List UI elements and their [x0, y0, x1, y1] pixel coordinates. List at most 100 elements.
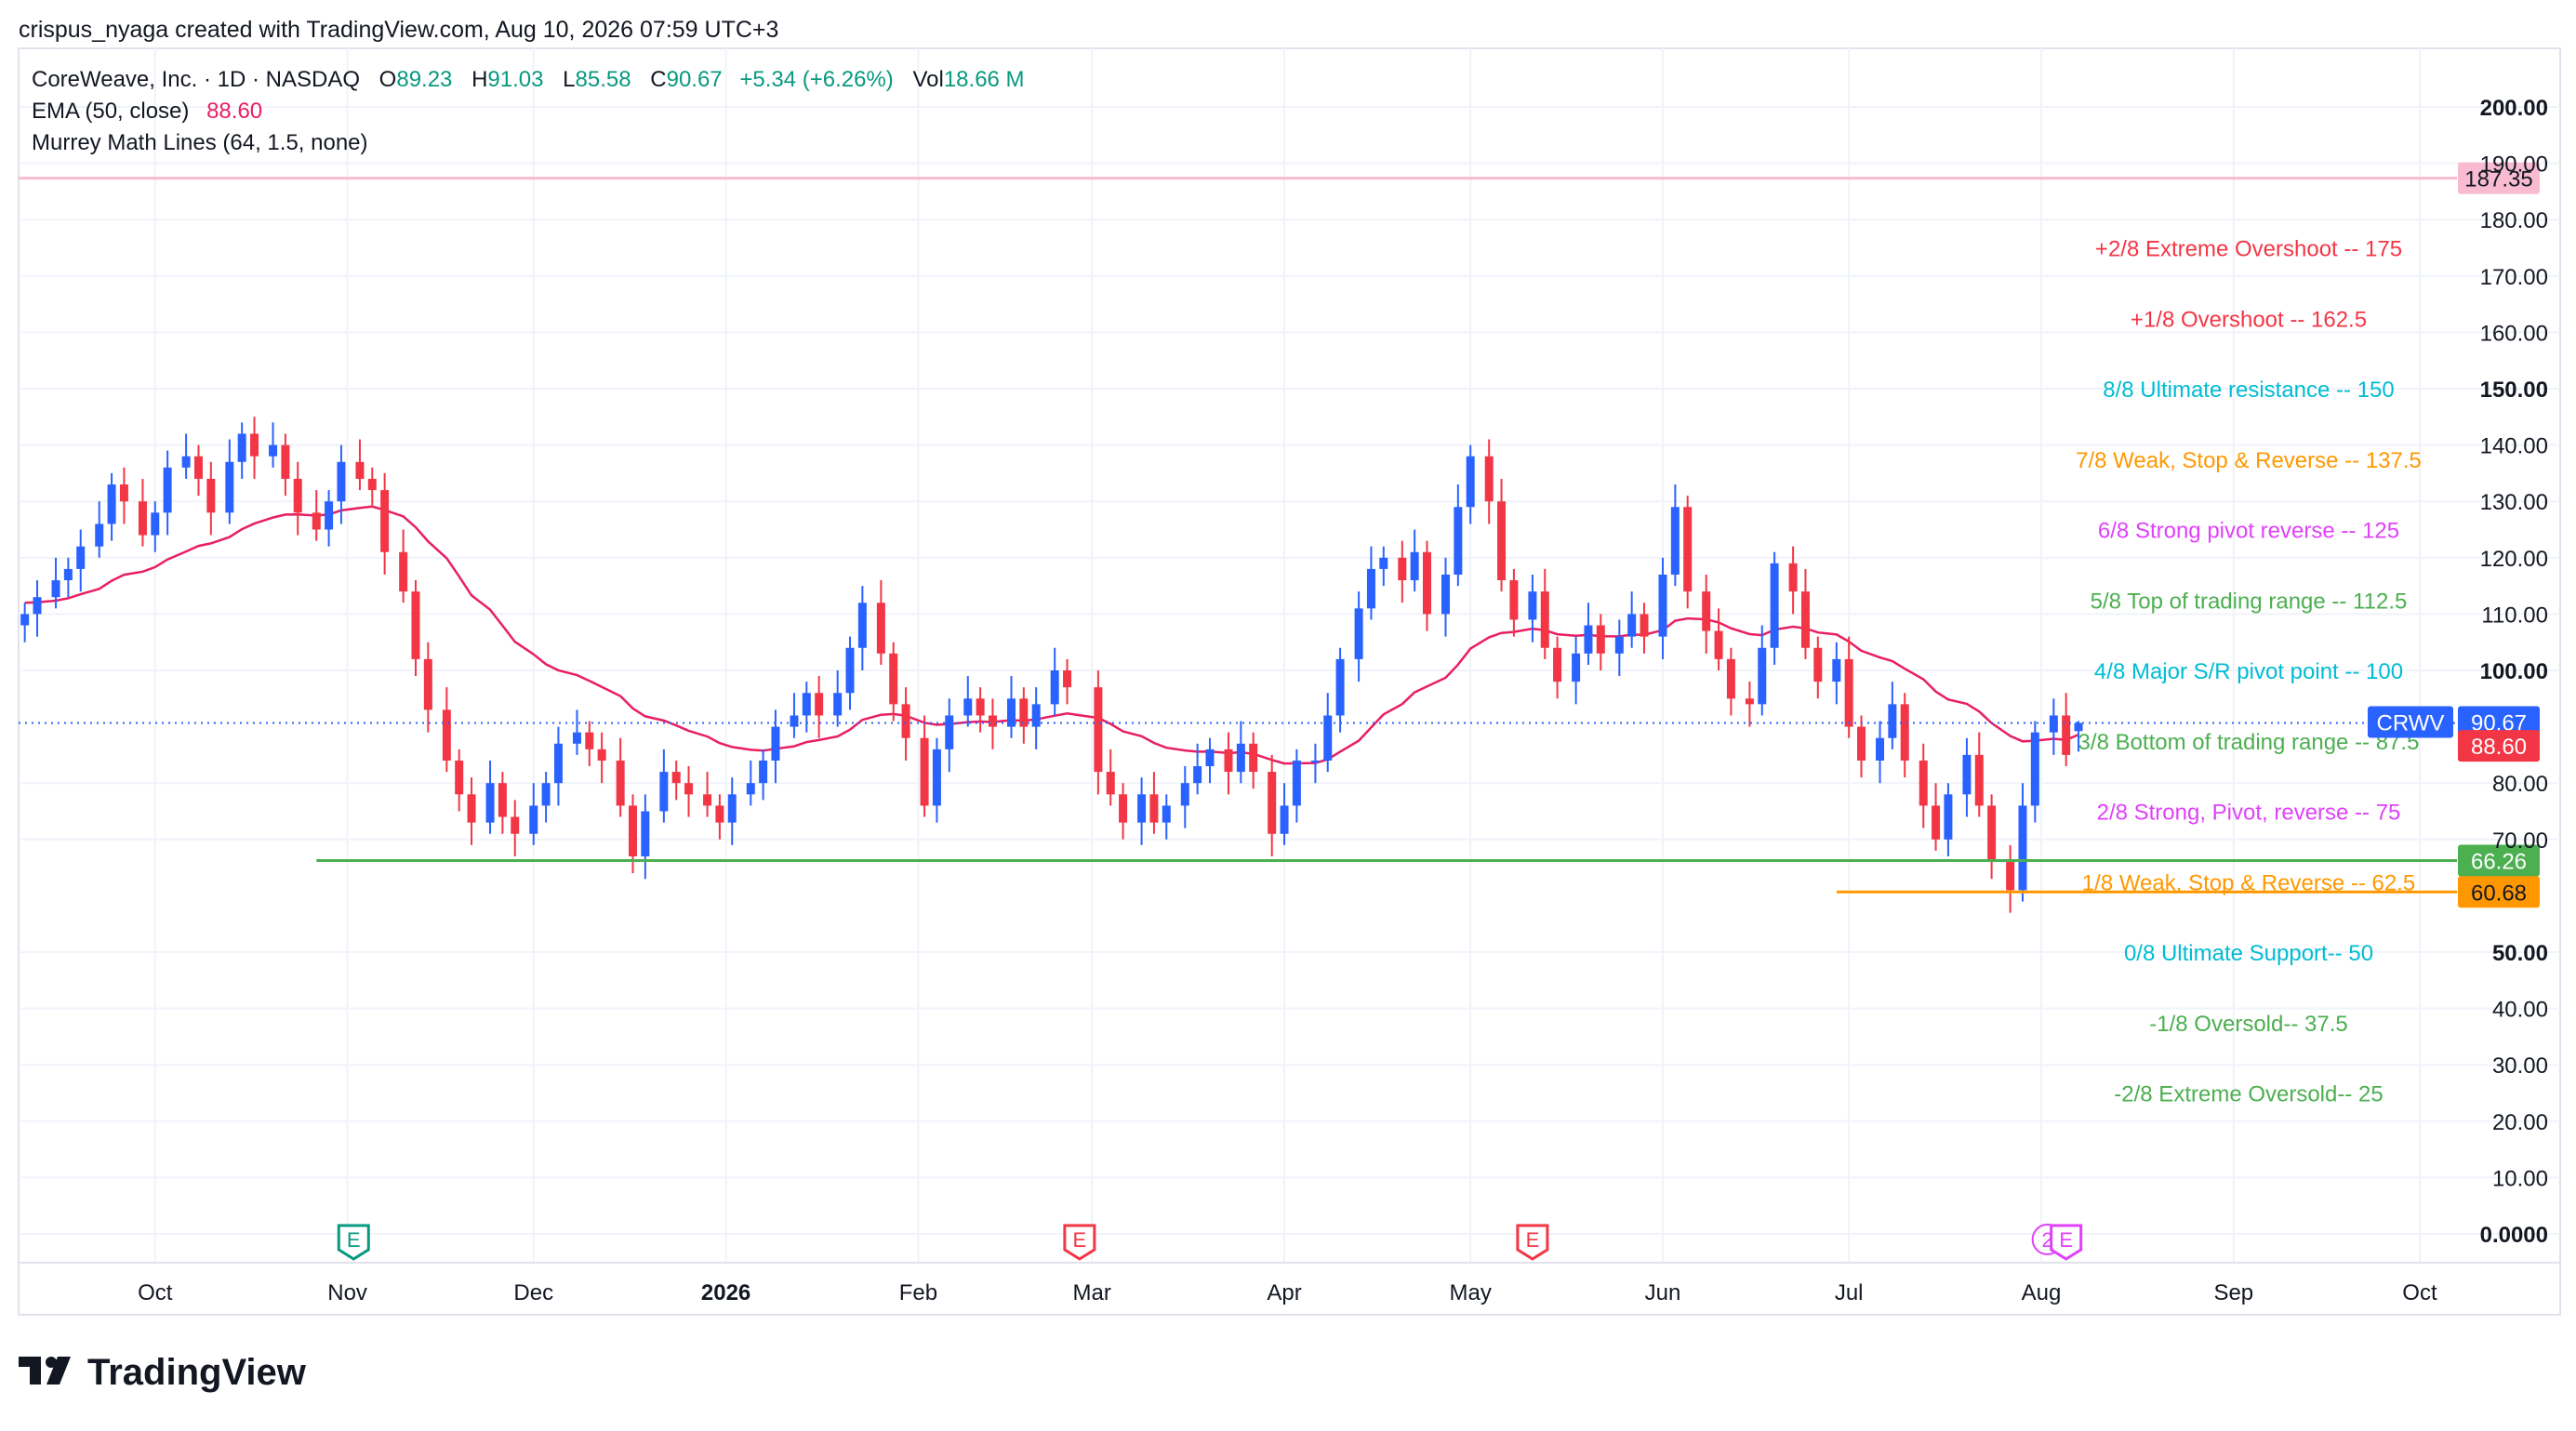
candle-body	[399, 551, 408, 592]
candle	[1441, 557, 1451, 637]
legend-line-1: CoreWeave, Inc. · 1D · NASDAQ O89.23 H91…	[32, 67, 1025, 92]
volume-value: 18.66 M	[944, 67, 1025, 92]
candle	[1509, 568, 1519, 637]
candle	[325, 490, 334, 547]
candle	[1832, 642, 1841, 705]
candle-body	[659, 772, 669, 812]
price-tag-bg	[2458, 730, 2540, 762]
candle	[1844, 636, 1853, 738]
candle-body	[1758, 647, 1767, 705]
candle-body	[1702, 591, 1711, 631]
change-value: +5.34 (+6.26%)	[739, 67, 893, 92]
candle-body	[181, 456, 191, 468]
candle	[380, 472, 390, 575]
candle-body	[1683, 507, 1693, 592]
candle	[225, 439, 234, 524]
candle-body	[671, 772, 681, 784]
tradingview-logo[interactable]: TradingView	[19, 1352, 307, 1393]
candle	[269, 422, 278, 468]
event-marker	[337, 1224, 370, 1261]
candle-body	[1876, 737, 1885, 761]
candle	[746, 760, 755, 806]
candle-body	[1987, 805, 1997, 863]
candle	[1888, 682, 1897, 749]
candle	[988, 698, 997, 749]
price-tag-label: 60.68	[2471, 881, 2527, 906]
candle-body	[857, 603, 867, 648]
candle	[467, 777, 476, 845]
candle	[33, 580, 42, 637]
candle-body	[771, 726, 780, 761]
candle	[1366, 546, 1375, 620]
candle-body	[1292, 760, 1301, 806]
candle-body	[485, 783, 495, 823]
price-tag-bg	[2458, 706, 2540, 738]
x-tick-label: May	[1450, 1280, 1492, 1305]
candle	[976, 687, 985, 733]
candle	[1800, 568, 1810, 659]
candle-body	[1106, 772, 1115, 795]
ema-line	[24, 505, 2079, 765]
candle-body	[467, 794, 476, 823]
volume-label: Vol	[912, 67, 943, 92]
x-tick-label: Aug	[2022, 1280, 2062, 1305]
candle	[1726, 647, 1735, 716]
candle-body	[963, 698, 973, 716]
candle-body	[541, 783, 551, 806]
earnings-event-icon[interactable]: E	[1063, 1224, 1096, 1261]
candle	[1584, 603, 1593, 665]
candle	[2030, 721, 2039, 823]
price-axis[interactable]: 0.0000 10.00 20.00 30.00 40.00 50.00 70.00 80.0…	[2480, 96, 2548, 1248]
candle	[1379, 546, 1388, 587]
candle	[1236, 721, 1245, 784]
candle-body	[2006, 862, 2015, 891]
earnings-event-icon[interactable]: E	[1516, 1224, 1549, 1261]
candle-body	[2030, 732, 2039, 806]
candle-body	[455, 760, 464, 795]
candle	[641, 794, 650, 880]
close-value: 90.67	[667, 67, 723, 92]
candle-body	[790, 715, 799, 727]
candle-body	[1900, 704, 1909, 761]
time-axis[interactable]: Oct Nov Dec 2026 Feb Mar Apr May Jun Jul Aug Sep Oct	[19, 1262, 2560, 1305]
candle-body	[237, 433, 246, 462]
candle-body	[1726, 658, 1735, 699]
candle	[1813, 636, 1823, 699]
candle-body	[845, 647, 855, 694]
candle-body	[1454, 507, 1463, 575]
candle	[1919, 743, 1928, 828]
candle	[455, 749, 464, 812]
candle	[845, 636, 855, 710]
candle-body	[1540, 591, 1549, 648]
candle-body	[1137, 794, 1147, 823]
earnings-event-icon[interactable]: E	[337, 1224, 370, 1261]
candle-body	[380, 490, 390, 552]
candle-body	[1813, 647, 1823, 682]
candle	[585, 721, 594, 767]
candle-body	[1422, 551, 1431, 615]
y-tick-label: 40.00	[2492, 998, 2548, 1023]
event-label: E	[1526, 1228, 1540, 1252]
candle	[423, 642, 432, 733]
candle-body	[529, 805, 538, 834]
x-tick-label: Oct	[2402, 1280, 2437, 1305]
ema-series	[24, 505, 2079, 765]
candle-body	[1031, 704, 1041, 727]
open-value: 89.23	[396, 67, 452, 92]
candle-body	[1844, 658, 1853, 727]
candle	[367, 467, 377, 508]
candle-body	[325, 501, 334, 530]
candle-body	[1596, 625, 1605, 654]
candle	[1205, 737, 1215, 784]
x-tick-label: Nov	[327, 1280, 367, 1305]
candle	[1987, 794, 1997, 880]
y-tick-label: 150.00	[2480, 378, 2548, 403]
candle-body	[1280, 805, 1289, 834]
x-tick-label: Feb	[899, 1280, 937, 1305]
candle	[932, 737, 941, 823]
candle-body	[1441, 574, 1451, 615]
y-tick-label: 160.00	[2480, 321, 2548, 346]
candle-body	[1236, 743, 1245, 773]
